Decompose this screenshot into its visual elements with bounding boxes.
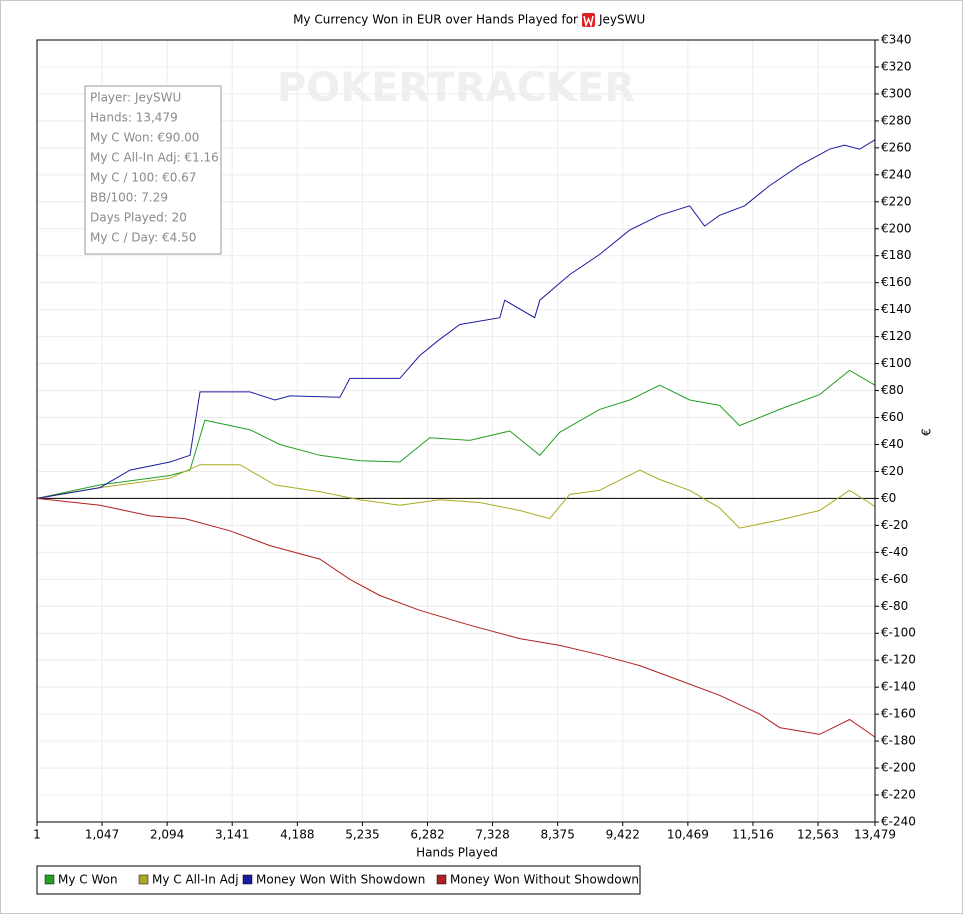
chart-title: My Currency Won in EUR over Hands Played… <box>293 13 578 27</box>
x-axis-label: Hands Played <box>416 846 498 860</box>
y-tick-label: €100 <box>881 356 912 370</box>
y-tick-label: €-40 <box>881 545 908 559</box>
y-tick-label: €160 <box>881 275 912 289</box>
x-tick-label: 2,094 <box>150 828 184 842</box>
series-line <box>36 139 876 499</box>
legend-swatch <box>138 874 149 885</box>
stats-line: BB/100: 7.29 <box>90 191 168 205</box>
y-tick-label: €0 <box>881 491 896 505</box>
series-line <box>36 497 876 738</box>
y-axis-label: € <box>920 428 934 436</box>
plot-border <box>36 39 876 823</box>
y-tick-label: €-160 <box>881 707 916 721</box>
x-tick-label: 6,282 <box>410 828 444 842</box>
y-tick-label: €320 <box>881 59 912 73</box>
y-tick-label: €-140 <box>881 680 916 694</box>
legend-swatch <box>436 874 447 885</box>
legend-label: Money Won Without Showdown <box>450 873 639 887</box>
y-tick-label: €120 <box>881 329 912 343</box>
stats-line: Days Played: 20 <box>90 211 187 225</box>
stats-line: My C / Day: €4.50 <box>90 231 196 245</box>
x-tick-label: 12,563 <box>797 828 839 842</box>
x-tick-label: 3,141 <box>215 828 249 842</box>
player-name: JeySWU <box>598 13 645 27</box>
x-tick-label: 5,235 <box>345 828 379 842</box>
y-tick-label: €-220 <box>881 788 916 802</box>
y-tick-label: €-100 <box>881 626 916 640</box>
legend-label: My C Won <box>58 873 118 887</box>
stats-line: Player: JeySWU <box>90 91 181 105</box>
x-tick-label: 10,469 <box>667 828 709 842</box>
y-tick-label: €-120 <box>881 653 916 667</box>
y-tick-label: €180 <box>881 248 912 262</box>
y-tick-label: €-240 <box>881 815 916 829</box>
y-tick-label: €260 <box>881 140 912 154</box>
y-tick-label: €220 <box>881 194 912 208</box>
x-tick-label: 7,328 <box>475 828 509 842</box>
x-tick-label: 1,047 <box>85 828 119 842</box>
stats-line: My C Won: €90.00 <box>90 131 199 145</box>
y-tick-label: €80 <box>881 383 904 397</box>
stats-line: Hands: 13,479 <box>90 111 178 125</box>
y-tick-label: €140 <box>881 302 912 316</box>
x-tick-label: 8,375 <box>540 828 574 842</box>
y-tick-label: €280 <box>881 113 912 127</box>
y-tick-label: €300 <box>881 86 912 100</box>
legend-swatch <box>242 874 253 885</box>
y-tick-label: €-200 <box>881 761 916 775</box>
y-tick-label: €-60 <box>881 572 908 586</box>
legend-box <box>36 865 641 895</box>
watermark: POKERTRACKER <box>277 65 635 111</box>
y-tick-label: €40 <box>881 437 904 451</box>
legend-swatch <box>44 874 55 885</box>
x-tick-label: 1 <box>33 828 41 842</box>
stats-box <box>84 85 222 255</box>
site-icon <box>582 13 595 28</box>
series-line <box>36 369 876 499</box>
x-tick-label: 11,516 <box>732 828 774 842</box>
y-tick-label: €200 <box>881 221 912 235</box>
x-tick-label: 9,422 <box>606 828 640 842</box>
legend-label: My C All-In Adj <box>152 873 239 887</box>
x-tick-label: 13,479 <box>854 828 896 842</box>
legend-label: Money Won With Showdown <box>256 873 425 887</box>
y-tick-label: €-20 <box>881 518 908 532</box>
y-tick-label: €-180 <box>881 734 916 748</box>
stats-line: My C All-In Adj: €1.16 <box>90 151 219 165</box>
y-tick-label: €-80 <box>881 599 908 613</box>
y-tick-label: €340 <box>881 33 912 47</box>
x-tick-label: 4,188 <box>280 828 314 842</box>
series-line <box>36 464 876 529</box>
y-tick-label: €20 <box>881 464 904 478</box>
stats-line: My C / 100: €0.67 <box>90 171 196 185</box>
y-tick-label: €240 <box>881 167 912 181</box>
y-tick-label: €60 <box>881 410 904 424</box>
